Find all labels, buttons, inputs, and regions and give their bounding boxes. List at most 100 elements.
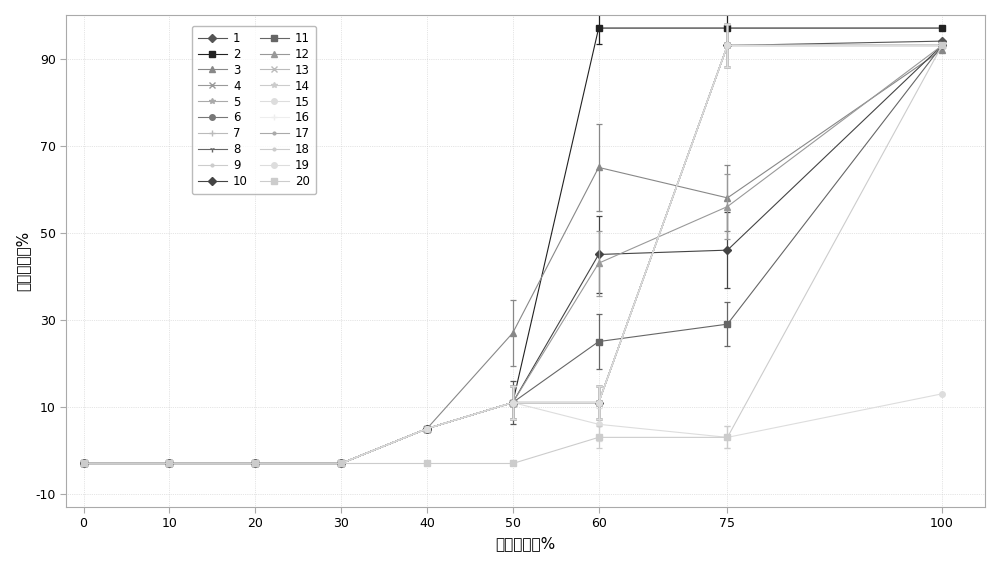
2: [507, 399, 519, 406]
10: [593, 251, 605, 258]
19: [335, 460, 347, 467]
18: [721, 42, 733, 49]
9: [421, 425, 433, 432]
Line: 1: 1: [81, 38, 945, 466]
6: [78, 460, 90, 467]
5: [335, 460, 347, 467]
3: [721, 195, 733, 201]
13: [507, 399, 519, 406]
18: [249, 460, 261, 467]
20: [507, 460, 519, 467]
18: [335, 460, 347, 467]
5: [507, 399, 519, 406]
7: [335, 460, 347, 467]
16: [163, 460, 175, 467]
14: [507, 399, 519, 406]
4: [78, 460, 90, 467]
18: [78, 460, 90, 467]
7: [507, 399, 519, 406]
17: [421, 425, 433, 432]
6: [721, 42, 733, 49]
11: [721, 321, 733, 328]
11: [163, 460, 175, 467]
19: [507, 399, 519, 406]
8: [593, 399, 605, 406]
13: [721, 42, 733, 49]
9: [936, 42, 948, 49]
1: [593, 399, 605, 406]
Line: 3: 3: [81, 47, 945, 466]
6: [163, 460, 175, 467]
1: [936, 38, 948, 45]
16: [721, 42, 733, 49]
12: [936, 42, 948, 49]
13: [936, 42, 948, 49]
1: [249, 460, 261, 467]
16: [335, 460, 347, 467]
Line: 17: 17: [81, 42, 945, 466]
18: [421, 425, 433, 432]
3: [335, 460, 347, 467]
Line: 16: 16: [81, 42, 945, 466]
14: [721, 42, 733, 49]
9: [593, 399, 605, 406]
17: [163, 460, 175, 467]
19: [163, 460, 175, 467]
14: [335, 460, 347, 467]
Line: 4: 4: [81, 42, 945, 466]
18: [936, 42, 948, 49]
7: [721, 42, 733, 49]
2: [249, 460, 261, 467]
8: [421, 425, 433, 432]
20: [593, 434, 605, 441]
5: [78, 460, 90, 467]
1: [507, 399, 519, 406]
12: [163, 460, 175, 467]
4: [335, 460, 347, 467]
12: [249, 460, 261, 467]
Line: 10: 10: [81, 42, 945, 466]
9: [335, 460, 347, 467]
20: [163, 460, 175, 467]
5: [721, 42, 733, 49]
10: [721, 247, 733, 254]
Line: 11: 11: [81, 42, 945, 466]
Legend: 1, 2, 3, 4, 5, 6, 7, 8, 9, 10, 11, 12, 13, 14, 15, 16, 17, 18, 19, 20: 1, 2, 3, 4, 5, 6, 7, 8, 9, 10, 11, 12, 1…: [192, 26, 316, 194]
4: [593, 399, 605, 406]
16: [249, 460, 261, 467]
1: [335, 460, 347, 467]
3: [421, 425, 433, 432]
Line: 7: 7: [81, 42, 945, 466]
4: [163, 460, 175, 467]
11: [78, 460, 90, 467]
Line: 14: 14: [81, 42, 945, 466]
2: [936, 25, 948, 32]
9: [721, 42, 733, 49]
4: [249, 460, 261, 467]
10: [78, 460, 90, 467]
3: [936, 46, 948, 53]
Line: 15: 15: [81, 391, 945, 466]
12: [721, 203, 733, 210]
2: [163, 460, 175, 467]
5: [593, 399, 605, 406]
3: [593, 164, 605, 171]
9: [507, 399, 519, 406]
9: [249, 460, 261, 467]
4: [507, 399, 519, 406]
1: [421, 425, 433, 432]
3: [78, 460, 90, 467]
12: [78, 460, 90, 467]
14: [163, 460, 175, 467]
7: [78, 460, 90, 467]
Line: 5: 5: [81, 42, 945, 466]
3: [249, 460, 261, 467]
8: [249, 460, 261, 467]
11: [507, 399, 519, 406]
14: [78, 460, 90, 467]
17: [78, 460, 90, 467]
Line: 9: 9: [81, 42, 945, 466]
14: [421, 425, 433, 432]
10: [421, 425, 433, 432]
Line: 19: 19: [81, 42, 945, 466]
